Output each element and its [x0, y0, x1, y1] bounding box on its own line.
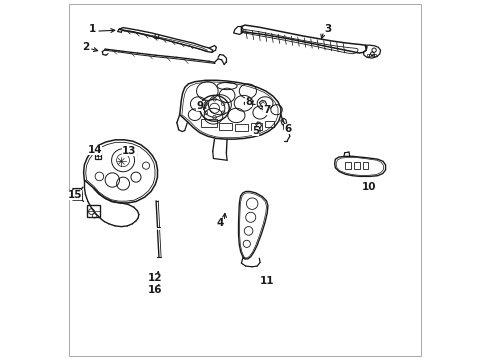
Bar: [367, 54, 368, 56]
Bar: [219, 123, 232, 130]
Text: 5: 5: [252, 126, 259, 135]
Text: 10: 10: [362, 182, 376, 192]
Text: 1: 1: [89, 24, 96, 35]
Bar: [354, 162, 360, 169]
Text: 8: 8: [245, 97, 252, 107]
Text: 2: 2: [82, 42, 89, 51]
Text: 7: 7: [263, 105, 270, 116]
Text: 3: 3: [324, 24, 331, 35]
Text: 14: 14: [88, 145, 102, 155]
Text: 13: 13: [122, 146, 137, 156]
Bar: [265, 121, 274, 127]
Text: 16: 16: [147, 285, 162, 295]
Bar: [345, 162, 351, 169]
Text: 12: 12: [147, 273, 162, 283]
Text: 15: 15: [68, 190, 82, 200]
Bar: [372, 54, 374, 56]
Bar: [201, 119, 217, 127]
Bar: [374, 54, 376, 56]
Bar: [235, 124, 248, 131]
Bar: [369, 54, 371, 56]
Bar: [363, 162, 368, 169]
Bar: [251, 123, 262, 130]
Text: 11: 11: [260, 276, 274, 286]
Text: 9: 9: [196, 101, 203, 111]
Text: 6: 6: [284, 124, 292, 134]
Text: 4: 4: [217, 218, 224, 228]
